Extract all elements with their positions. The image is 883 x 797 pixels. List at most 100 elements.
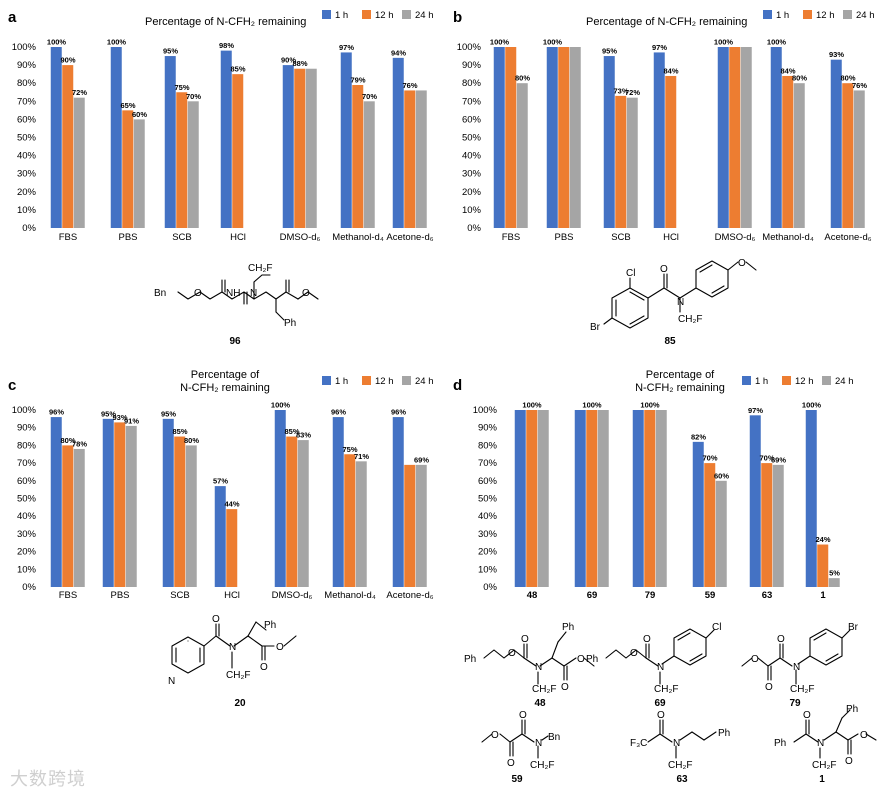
atom-label: O — [521, 634, 529, 645]
bar — [805, 410, 817, 587]
legend-swatch — [362, 10, 371, 19]
y-tick-label: 10% — [462, 205, 482, 216]
atom-label: O — [657, 710, 665, 721]
bar — [653, 52, 665, 229]
bar — [73, 448, 85, 587]
panel-letter: d — [453, 377, 462, 394]
data-label: 85% — [284, 427, 299, 436]
data-label: 88% — [292, 59, 307, 68]
legend-label: 24 h — [415, 376, 434, 387]
x-tick-label: Methanol-d₄ — [332, 232, 384, 243]
bar — [122, 110, 134, 228]
legend-swatch — [763, 10, 772, 19]
data-label: 70% — [186, 92, 201, 101]
y-tick-label: 40% — [17, 511, 37, 522]
bar — [626, 97, 638, 229]
legend-swatch — [803, 10, 812, 19]
legend-label: 12 h — [795, 376, 814, 387]
atom-label: O — [860, 730, 868, 741]
chart-title: Percentage of N-CFH₂ remaining — [586, 16, 747, 28]
atom-label: O — [276, 642, 284, 653]
x-tick-label: PBS — [118, 232, 137, 243]
atom-label: O — [643, 634, 651, 645]
bar — [830, 59, 842, 228]
bar — [294, 68, 306, 228]
bar — [842, 83, 854, 228]
atom-label: N — [250, 288, 257, 299]
data-label: 85% — [172, 427, 187, 436]
panel-letter: c — [8, 377, 16, 394]
y-tick-label: 20% — [478, 547, 498, 558]
y-tick-label: 100% — [473, 405, 498, 416]
data-label: 100% — [714, 38, 734, 47]
bar — [305, 68, 317, 228]
atom-label: N — [229, 642, 236, 653]
legend-swatch — [782, 376, 791, 385]
bar — [404, 90, 416, 228]
atom-label: O — [577, 654, 585, 665]
atom-label: CH₂F — [654, 684, 678, 695]
bar — [603, 56, 615, 228]
compound-number: 48 — [534, 698, 546, 709]
compound-number: 20 — [234, 698, 246, 709]
bar — [110, 47, 122, 228]
bar — [187, 101, 199, 228]
legend-label: 24 h — [835, 376, 854, 387]
data-label: 93% — [829, 50, 844, 59]
x-tick-label: Methanol-d₄ — [324, 590, 376, 601]
y-tick-label: 10% — [17, 564, 37, 575]
legend-swatch — [322, 376, 331, 385]
atom-label: CH₂F — [226, 670, 250, 681]
bar — [493, 47, 505, 228]
atom-label: CH₂F — [790, 684, 814, 695]
bar — [50, 417, 62, 587]
bar — [133, 119, 145, 228]
x-tick-label: HCl — [230, 232, 246, 243]
atom-label: Ph — [562, 622, 574, 633]
y-tick-label: 40% — [17, 151, 37, 162]
atom-label: N — [657, 662, 664, 673]
chart-title-line2: N-CFH₂ remaining — [180, 382, 270, 394]
bar — [176, 92, 188, 228]
bar — [655, 410, 667, 587]
legend-label: 24 h — [415, 10, 434, 21]
data-label: 100% — [582, 401, 602, 410]
data-label: 91% — [124, 416, 139, 425]
x-tick-label: 59 — [705, 590, 716, 601]
data-label: 100% — [490, 38, 510, 47]
atom-label: Ph — [464, 654, 476, 665]
atom-label: Ph — [846, 704, 858, 715]
data-label: 71% — [354, 452, 369, 461]
atom-label: O — [561, 682, 569, 693]
data-label: 95% — [161, 409, 176, 418]
data-label: 60% — [132, 110, 147, 119]
y-tick-label: 60% — [462, 114, 482, 125]
legend-label: 12 h — [375, 376, 394, 387]
chart-title-line1: Percentage of — [646, 369, 715, 381]
y-tick-label: 10% — [478, 564, 498, 575]
y-tick-label: 80% — [478, 440, 498, 451]
legend-label: 24 h — [856, 10, 875, 21]
legend-swatch — [362, 376, 371, 385]
atom-label: O — [519, 710, 527, 721]
legend-swatch — [322, 10, 331, 19]
data-label: 97% — [748, 406, 763, 415]
data-label: 84% — [780, 66, 795, 75]
bar — [286, 436, 298, 587]
bar — [729, 47, 741, 228]
data-label: 96% — [49, 408, 64, 417]
structure-85 — [603, 260, 757, 329]
atom-label: N — [673, 738, 680, 749]
atom-label: CH₂F — [530, 760, 554, 771]
x-tick-label: 69 — [587, 590, 598, 601]
data-label: 76% — [402, 81, 417, 90]
bar — [392, 417, 404, 587]
y-tick-label: 60% — [478, 476, 498, 487]
bar — [597, 410, 609, 587]
bar — [526, 410, 538, 587]
y-tick-label: 70% — [17, 96, 37, 107]
legend-label: 1 h — [776, 10, 789, 21]
y-tick-label: 20% — [17, 187, 37, 198]
bar — [415, 464, 427, 587]
structure-20 — [171, 621, 297, 674]
